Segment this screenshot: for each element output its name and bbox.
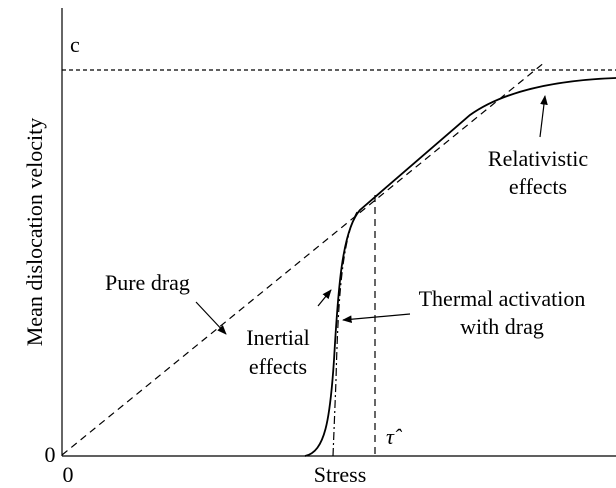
x-axis-label: Stress [314, 462, 367, 487]
inertial-label: Inertial [246, 325, 310, 350]
arrow [195, 301, 227, 335]
arrow [539, 95, 548, 138]
c-label: c [70, 32, 80, 57]
y-axis-label: Mean dislocation velocity [22, 118, 47, 347]
tau-label: τ̂ [386, 424, 403, 449]
thermal-label: Thermal activation [419, 286, 586, 311]
y-origin: 0 [45, 442, 56, 467]
inertial-label: effects [249, 354, 307, 379]
relativistic-label: effects [509, 174, 567, 199]
arrow [342, 313, 411, 324]
relativistic-label: Relativistic [488, 146, 588, 171]
x-origin: 0 [63, 462, 74, 487]
pure-drag-label: Pure drag [105, 270, 190, 295]
arrow [317, 289, 332, 307]
pure-drag-line [61, 61, 546, 456]
velocity-curve [304, 77, 616, 457]
thermal-label: with drag [460, 314, 544, 339]
